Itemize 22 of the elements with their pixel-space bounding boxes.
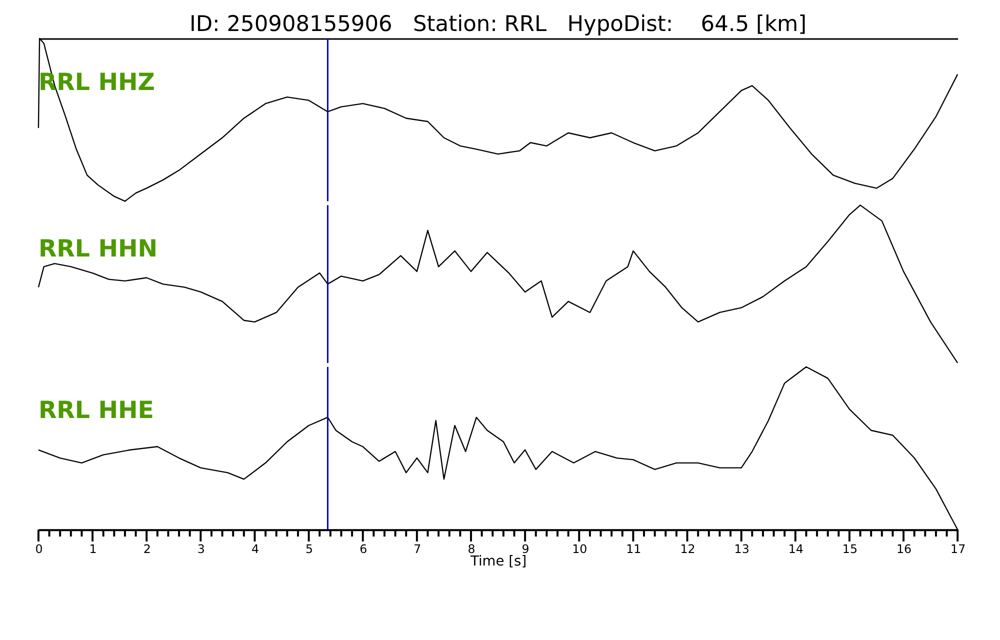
annotation: RRL HHE <box>38 396 154 424</box>
x-tick-label: 2 <box>143 542 151 556</box>
x-tick-label: 13 <box>734 542 750 556</box>
x-tick-label: 17 <box>950 542 966 556</box>
x-tick-label: 6 <box>360 542 368 556</box>
x-tick-label: 11 <box>626 542 642 556</box>
x-axis-title: Time [s] <box>469 554 527 570</box>
chart-title: ID: 250908155906 Station: RRL HypoDist: 64.5 [km] <box>189 12 807 37</box>
x-tick-label: 4 <box>251 542 259 556</box>
x-tick-label: 3 <box>197 542 205 556</box>
x-tick-label: 12 <box>680 542 696 556</box>
x-tick-label: 0 <box>35 542 43 556</box>
x-tick-label: 16 <box>896 542 912 556</box>
x-tick-label: 9 <box>522 542 530 556</box>
x-tick-label: 8 <box>468 542 476 556</box>
x-tick-label: 14 <box>788 542 804 556</box>
x-tick-label: 10 <box>572 542 588 556</box>
x-tick-label: 1 <box>89 542 97 556</box>
x-tick-label: 15 <box>842 542 858 556</box>
x-tick-label: 5 <box>306 542 314 556</box>
annotation: RRL HHN <box>38 234 158 262</box>
x-tick-label: 7 <box>414 542 422 556</box>
